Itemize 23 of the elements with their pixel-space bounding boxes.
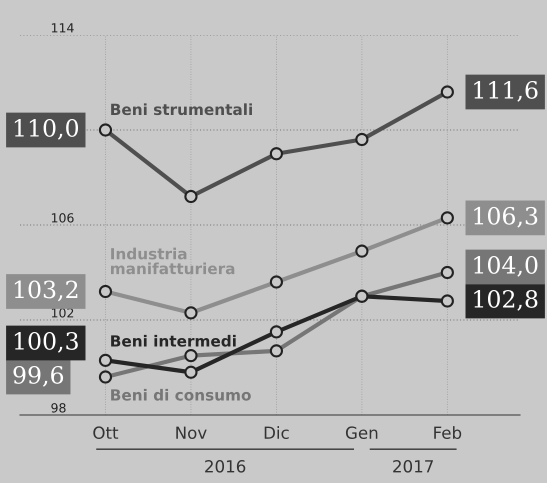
- data-label: 99,6: [13, 366, 64, 387]
- data-label: 103,2: [14, 280, 78, 302]
- x-tick-label: Feb: [434, 426, 462, 440]
- data-label: 102,8: [474, 290, 538, 311]
- x-tick-label: Nov: [176, 426, 207, 440]
- y-tick-label: 114: [52, 23, 74, 32]
- series-label: Beni di consumo: [111, 388, 251, 401]
- y-tick-label: 102: [52, 308, 74, 318]
- data-label: 104,0: [474, 256, 538, 277]
- series-label: Beni intermedi: [111, 334, 236, 347]
- series-label: Industria manifatturiera: [111, 248, 234, 274]
- x-tick-label: Gen: [346, 426, 378, 440]
- x-tick-label: Dic: [264, 426, 289, 440]
- text: 2017: [393, 460, 433, 473]
- data-label: 111,6: [474, 80, 538, 102]
- text: 2016: [205, 460, 246, 473]
- x-tick-label: Ott: [93, 426, 118, 440]
- series-label: Beni strumentali: [111, 103, 252, 116]
- data-label: 110,0: [14, 118, 78, 140]
- data-label: 100,3: [14, 332, 78, 353]
- data-label: 106,3: [474, 206, 538, 228]
- y-tick-label: 106: [52, 213, 74, 223]
- y-tick-label: 98: [51, 403, 66, 413]
